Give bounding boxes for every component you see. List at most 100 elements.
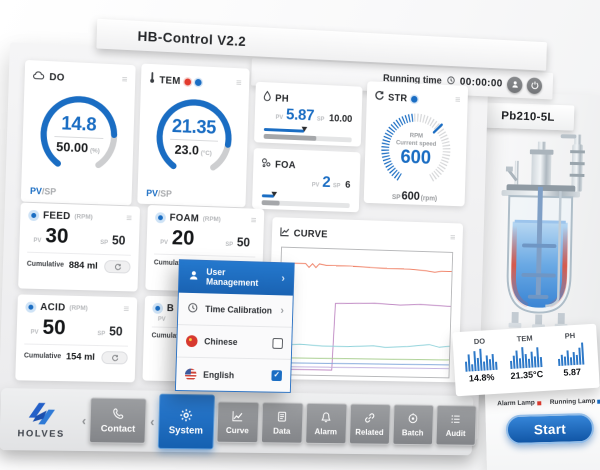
base-label: B <box>166 303 175 315</box>
ph-panel[interactable]: PH PV 5.87 SP 10.00 <box>254 81 363 147</box>
menu-item-label: English <box>203 369 235 380</box>
trend-chart[interactable] <box>277 246 454 379</box>
acid-panel[interactable]: ACID (RPM) ≡ PV 50 SP 50 Cumulative 154 … <box>15 294 138 383</box>
nav-item-label: Audit <box>445 428 466 438</box>
tem-pv-value: 21.35 <box>171 116 217 139</box>
gear-icon <box>179 407 194 422</box>
clock-icon <box>187 302 199 316</box>
chevron-left-icon[interactable]: ‹ <box>81 412 87 428</box>
menu-item-label: User Management <box>205 266 259 288</box>
panel-menu-icon[interactable]: ≡ <box>454 94 461 106</box>
pump-dot-icon <box>25 301 37 313</box>
panel-menu-icon[interactable]: ≡ <box>123 303 130 315</box>
brand-logo: HOLVES <box>4 399 78 440</box>
do-sp-value: 50.00 <box>56 139 89 156</box>
stat-col-tem: TEM 21.35°C <box>503 333 548 389</box>
menu-item-label: Chinese <box>204 336 238 348</box>
curve-panel[interactable]: CURVE ≡ <box>267 217 464 383</box>
stat-label: PH <box>564 330 576 341</box>
list-icon <box>451 413 462 426</box>
feed-cumulative-label: Cumulative <box>26 260 65 269</box>
nav-contact-button[interactable]: Contact <box>89 397 148 444</box>
link-icon <box>364 412 376 425</box>
do-unit: (%) <box>89 147 100 155</box>
feed-panel[interactable]: FEED (RPM) ≡ PV 30 SP 50 Cumulative 884 … <box>18 202 141 292</box>
chinese-checkbox[interactable] <box>272 337 284 349</box>
nav-audit-button[interactable]: Audit <box>435 404 477 446</box>
ph-sp-bar <box>263 133 352 143</box>
foa-panel[interactable]: FOA PV 2 SP 6 <box>252 148 361 213</box>
tem-sparkline <box>509 344 543 369</box>
nav-curve-button[interactable]: Curve <box>216 401 260 444</box>
do-sparkline <box>464 347 498 372</box>
system-dropdown-menu: User Management › Time Calibration › Chi… <box>174 259 295 393</box>
tem-sp-value: 23.0 <box>174 141 200 158</box>
pump-dot-icon <box>28 209 40 222</box>
power-icon <box>530 80 539 90</box>
tem-alarm-dot <box>184 77 192 86</box>
nav-alarm-button[interactable]: Alarm <box>304 402 348 445</box>
china-flag-icon <box>185 335 198 348</box>
english-checkbox[interactable]: ✓ <box>271 370 283 382</box>
stat-value: 14.8% <box>468 371 495 384</box>
ph-sparkline <box>557 341 585 367</box>
do-panel[interactable]: DO ≡ 14.8 50.00 (%) PV/SP <box>20 59 136 206</box>
person-icon <box>511 81 518 88</box>
menu-item-user-management[interactable]: User Management › <box>178 260 294 296</box>
feed-pv-label: PV <box>33 237 42 245</box>
tem-pvsp-legend: PV/SP <box>146 188 172 199</box>
start-button[interactable]: Start <box>505 412 595 446</box>
menu-item-chinese[interactable]: Chinese <box>176 325 292 360</box>
foam-label: FOAM <box>169 212 200 225</box>
power-button[interactable] <box>526 76 543 94</box>
menu-item-time-calibration[interactable]: Time Calibration › <box>177 292 293 328</box>
menu-item-label: Time Calibration <box>205 304 273 316</box>
foa-pv-value: 2 <box>322 174 331 191</box>
droplet-icon <box>263 89 272 107</box>
pump-dot-icon <box>152 302 164 314</box>
panel-menu-icon[interactable]: ≡ <box>121 74 128 86</box>
str-panel[interactable]: STR ≡ RPM Current speed 600 SP600(rpm) <box>363 81 469 207</box>
user-icon <box>188 269 200 283</box>
nav-item-label: Related <box>355 426 384 437</box>
do-pv-value: 14.8 <box>60 113 97 136</box>
panel-menu-icon[interactable]: ≡ <box>250 214 257 226</box>
do-pvsp-legend: PV/SP <box>29 185 57 197</box>
feed-reset-button[interactable] <box>104 259 131 274</box>
stat-label: DO <box>473 336 486 347</box>
nav-system-button[interactable]: System <box>157 393 215 450</box>
chevron-right-icon: › <box>281 272 286 285</box>
chevron-right-icon: › <box>280 304 285 317</box>
feed-sp-value: 50 <box>111 233 126 248</box>
nav-related-button[interactable]: Related <box>348 403 391 445</box>
chevron-left-icon[interactable]: ‹ <box>150 413 155 429</box>
panel-menu-icon[interactable]: ≡ <box>235 77 242 89</box>
feed-sp-label: SP <box>100 240 109 247</box>
user-account-button[interactable] <box>506 75 523 93</box>
panel-menu-icon[interactable]: ≡ <box>449 232 456 244</box>
foam-pv-label: PV <box>160 239 169 247</box>
bell-icon <box>320 411 333 424</box>
tem-panel[interactable]: TEM ≡ 21.35 23.0 (°C) <box>137 63 250 208</box>
foa-sp-bar <box>261 200 350 209</box>
bubbles-icon <box>261 155 272 173</box>
tem-status-dot <box>194 78 202 86</box>
ph-pv-label: PV <box>275 114 284 122</box>
nav-batch-button[interactable]: Batch <box>392 404 434 446</box>
main-screen: HB-Control V2.2 Running time 00:00:00 DO <box>0 2 560 467</box>
menu-item-english[interactable]: English ✓ <box>175 357 291 392</box>
stat-col-ph: PH 5.87 <box>549 330 594 386</box>
panel-menu-icon[interactable]: ≡ <box>126 212 133 224</box>
pump-dot-icon <box>155 212 166 224</box>
phone-icon <box>111 407 125 421</box>
nav-item-label: System <box>168 424 204 437</box>
acid-unit: (RPM) <box>69 304 88 313</box>
document-icon <box>276 410 289 423</box>
chart-icon <box>279 224 290 242</box>
nav-data-button[interactable]: Data <box>260 402 304 444</box>
acid-reset-button[interactable] <box>101 351 128 365</box>
ph-sp-label: SP <box>316 116 325 123</box>
bioreactor-image <box>501 134 585 330</box>
foam-sp-value: 50 <box>236 235 251 250</box>
